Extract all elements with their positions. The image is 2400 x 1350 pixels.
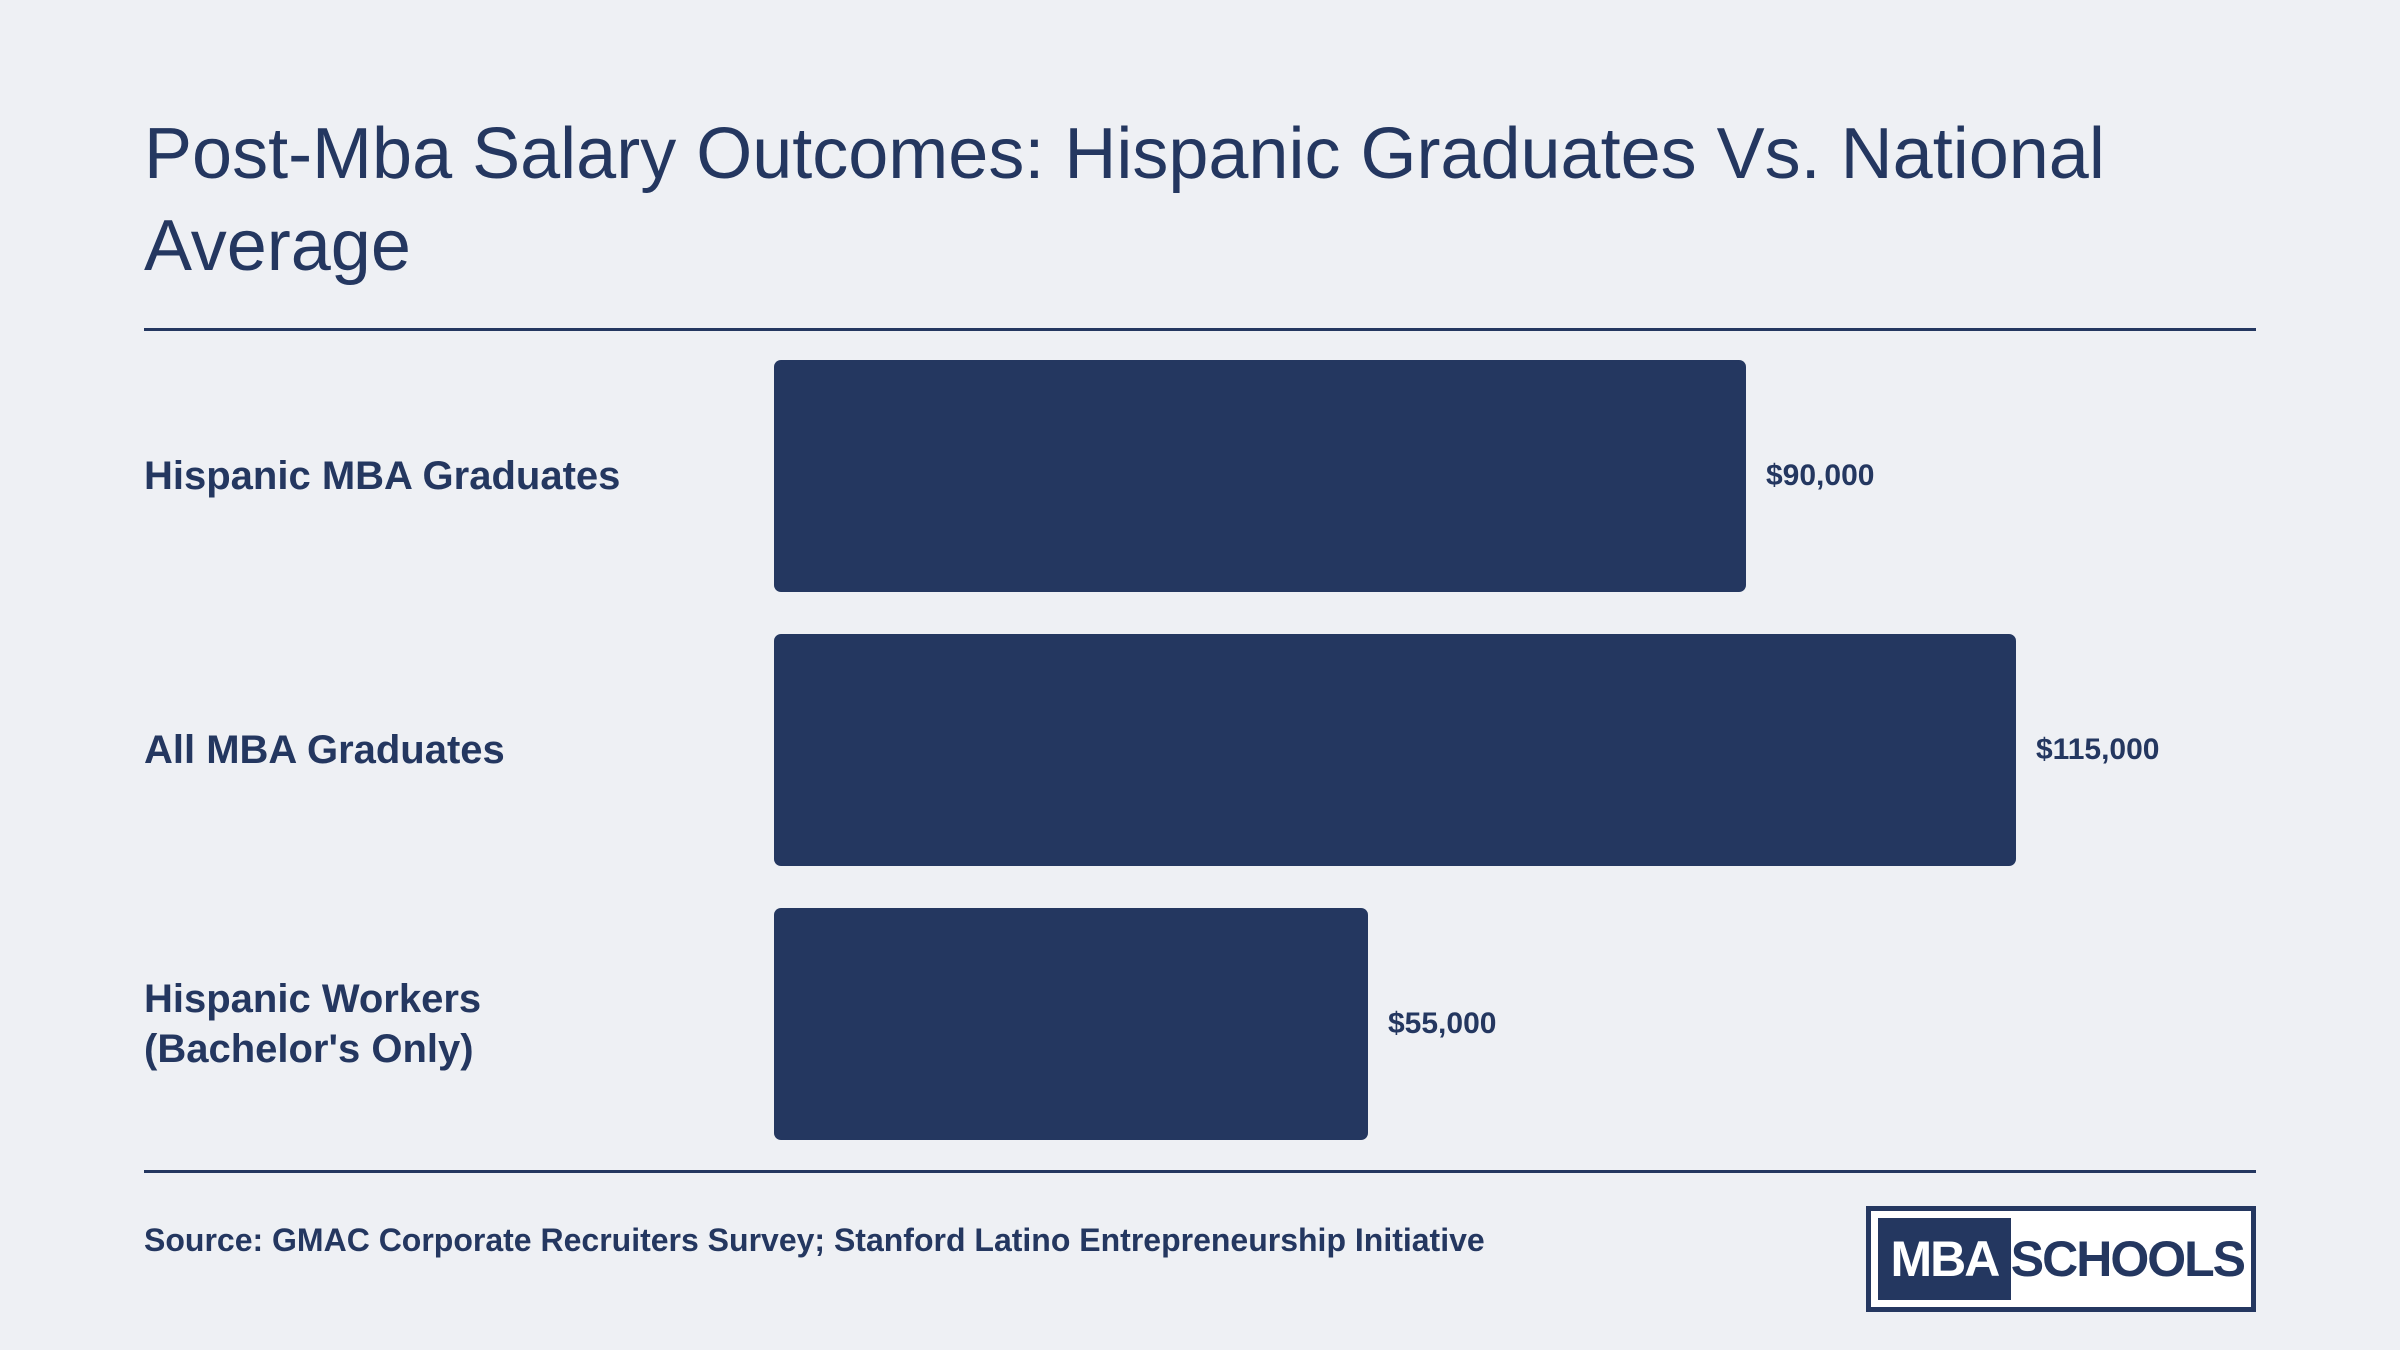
bar xyxy=(774,634,2016,866)
top-divider xyxy=(144,328,2256,331)
value-label: $115,000 xyxy=(2036,733,2160,766)
bar xyxy=(774,360,1746,592)
chart-title: Post-Mba Salary Outcomes: Hispanic Gradu… xyxy=(144,114,2105,286)
category-label: Hispanic MBA Graduates xyxy=(144,454,621,498)
value-label: $55,000 xyxy=(1388,1007,1497,1040)
category-label: Hispanic Workers (Bachelor's Only) xyxy=(144,977,482,1071)
bottom-divider xyxy=(144,1170,2256,1173)
bar xyxy=(774,908,1368,1140)
category-label: All MBA Graduates xyxy=(144,728,505,772)
logo-schools-text: SCHOOLS xyxy=(2010,1231,2246,1287)
mba-schools-logo: MBA SCHOOLS xyxy=(1866,1206,2256,1312)
logo-mba-block: MBA xyxy=(1878,1218,2011,1300)
value-label: $90,000 xyxy=(1766,459,1875,492)
source-note: Source: GMAC Corporate Recruiters Survey… xyxy=(144,1222,1485,1258)
